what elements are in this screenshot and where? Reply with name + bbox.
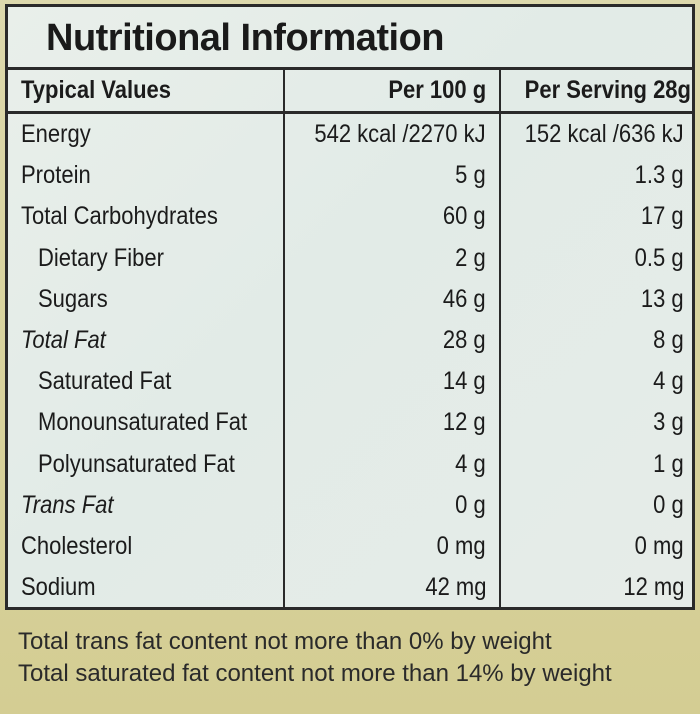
nutrient-label: Saturated Fat [38, 367, 172, 396]
per-serving-value: 0 g [653, 490, 684, 519]
per-100g-value: 0 mg [437, 532, 486, 560]
per-serving-value: 152 kcal /636 kJ [525, 120, 684, 148]
per-serving-value: 0 mg [635, 532, 684, 560]
per-100g-value: 0 g [455, 490, 486, 519]
table-row: Total Carbohydrates 60 g 17 g [8, 196, 692, 237]
table-header-row: Typical Values Per 100 g Per Serving 28g [8, 70, 692, 111]
per-serving-value: 1 g [653, 449, 684, 478]
per-100g-value: 28 g [443, 326, 486, 354]
per-serving-value: 8 g [653, 326, 684, 354]
header-typical-values: Typical Values [21, 76, 172, 104]
footnote-saturated-fat: Total saturated fat content not more tha… [18, 660, 612, 687]
per-serving-value: 4 g [653, 367, 684, 396]
nutrient-label: Monounsaturated Fat [38, 408, 248, 437]
table-row: Dietary Fiber 2 g 0.5 g [8, 238, 692, 279]
nutrient-label: Dietary Fiber [38, 243, 164, 272]
table-row: Protein 5 g 1.3 g [8, 155, 692, 196]
table-row: Sugars 46 g 13 g [8, 279, 692, 320]
per-serving-value: 0.5 g [635, 243, 684, 272]
per-100g-value: 12 g [443, 408, 486, 437]
nutrient-label: Total Fat [21, 326, 106, 354]
per-100g-value: 42 mg [424, 573, 486, 602]
footnote-trans-fat: Total trans fat content not more than 0%… [18, 628, 552, 655]
per-100g-value: 4 g [455, 449, 486, 478]
per-serving-value: 17 g [641, 202, 684, 231]
header-per-serving: Per Serving 28g [524, 76, 691, 104]
nutrient-label: Polyunsaturated Fat [38, 449, 235, 478]
column-divider-2 [499, 67, 501, 607]
table-row: Saturated Fat 14 g 4 g [8, 361, 692, 402]
nutrient-label: Sodium [21, 573, 96, 602]
table-row: Total Fat 28 g 8 g [8, 320, 692, 361]
nutrition-panel: Nutritional Information Typical Values P… [5, 4, 695, 610]
header-per-100g: Per 100 g [388, 76, 486, 104]
table-row: Cholesterol 0 mg 0 mg [8, 526, 692, 567]
column-divider-1 [283, 67, 285, 607]
per-100g-value: 5 g [455, 161, 486, 190]
per-serving-value: 1.3 g [635, 161, 684, 190]
per-100g-value: 60 g [443, 202, 486, 231]
per-100g-value: 2 g [455, 243, 486, 272]
per-100g-value: 14 g [443, 367, 486, 396]
table-row: Polyunsaturated Fat 4 g 1 g [8, 444, 692, 485]
table-top-rule [8, 67, 692, 70]
nutrient-label: Total Carbohydrates [21, 202, 218, 231]
footer-notes: Total trans fat content not more than 0%… [18, 626, 612, 690]
table-row: Energy 542 kcal /2270 kJ 152 kcal /636 kJ [8, 114, 692, 155]
per-serving-value: 12 mg [622, 573, 684, 602]
nutrient-label: Protein [21, 161, 91, 190]
nutrient-label: Cholesterol [21, 532, 133, 560]
table-row: Sodium 42 mg 12 mg [8, 567, 692, 608]
nutrient-label: Sugars [38, 284, 108, 313]
nutrient-label: Energy [21, 120, 91, 148]
per-100g-value: 542 kcal /2270 kJ [314, 120, 486, 148]
page-title: Nutritional Information [46, 17, 445, 59]
per-100g-value: 46 g [443, 284, 486, 313]
table-row: Monounsaturated Fat 12 g 3 g [8, 402, 692, 443]
header-rule [8, 111, 692, 114]
table-row: Trans Fat 0 g 0 g [8, 485, 692, 526]
per-serving-value: 3 g [653, 408, 684, 437]
per-serving-value: 13 g [641, 284, 684, 313]
nutrition-table: Typical Values Per 100 g Per Serving 28g… [8, 67, 692, 607]
nutrient-label: Trans Fat [21, 490, 114, 519]
